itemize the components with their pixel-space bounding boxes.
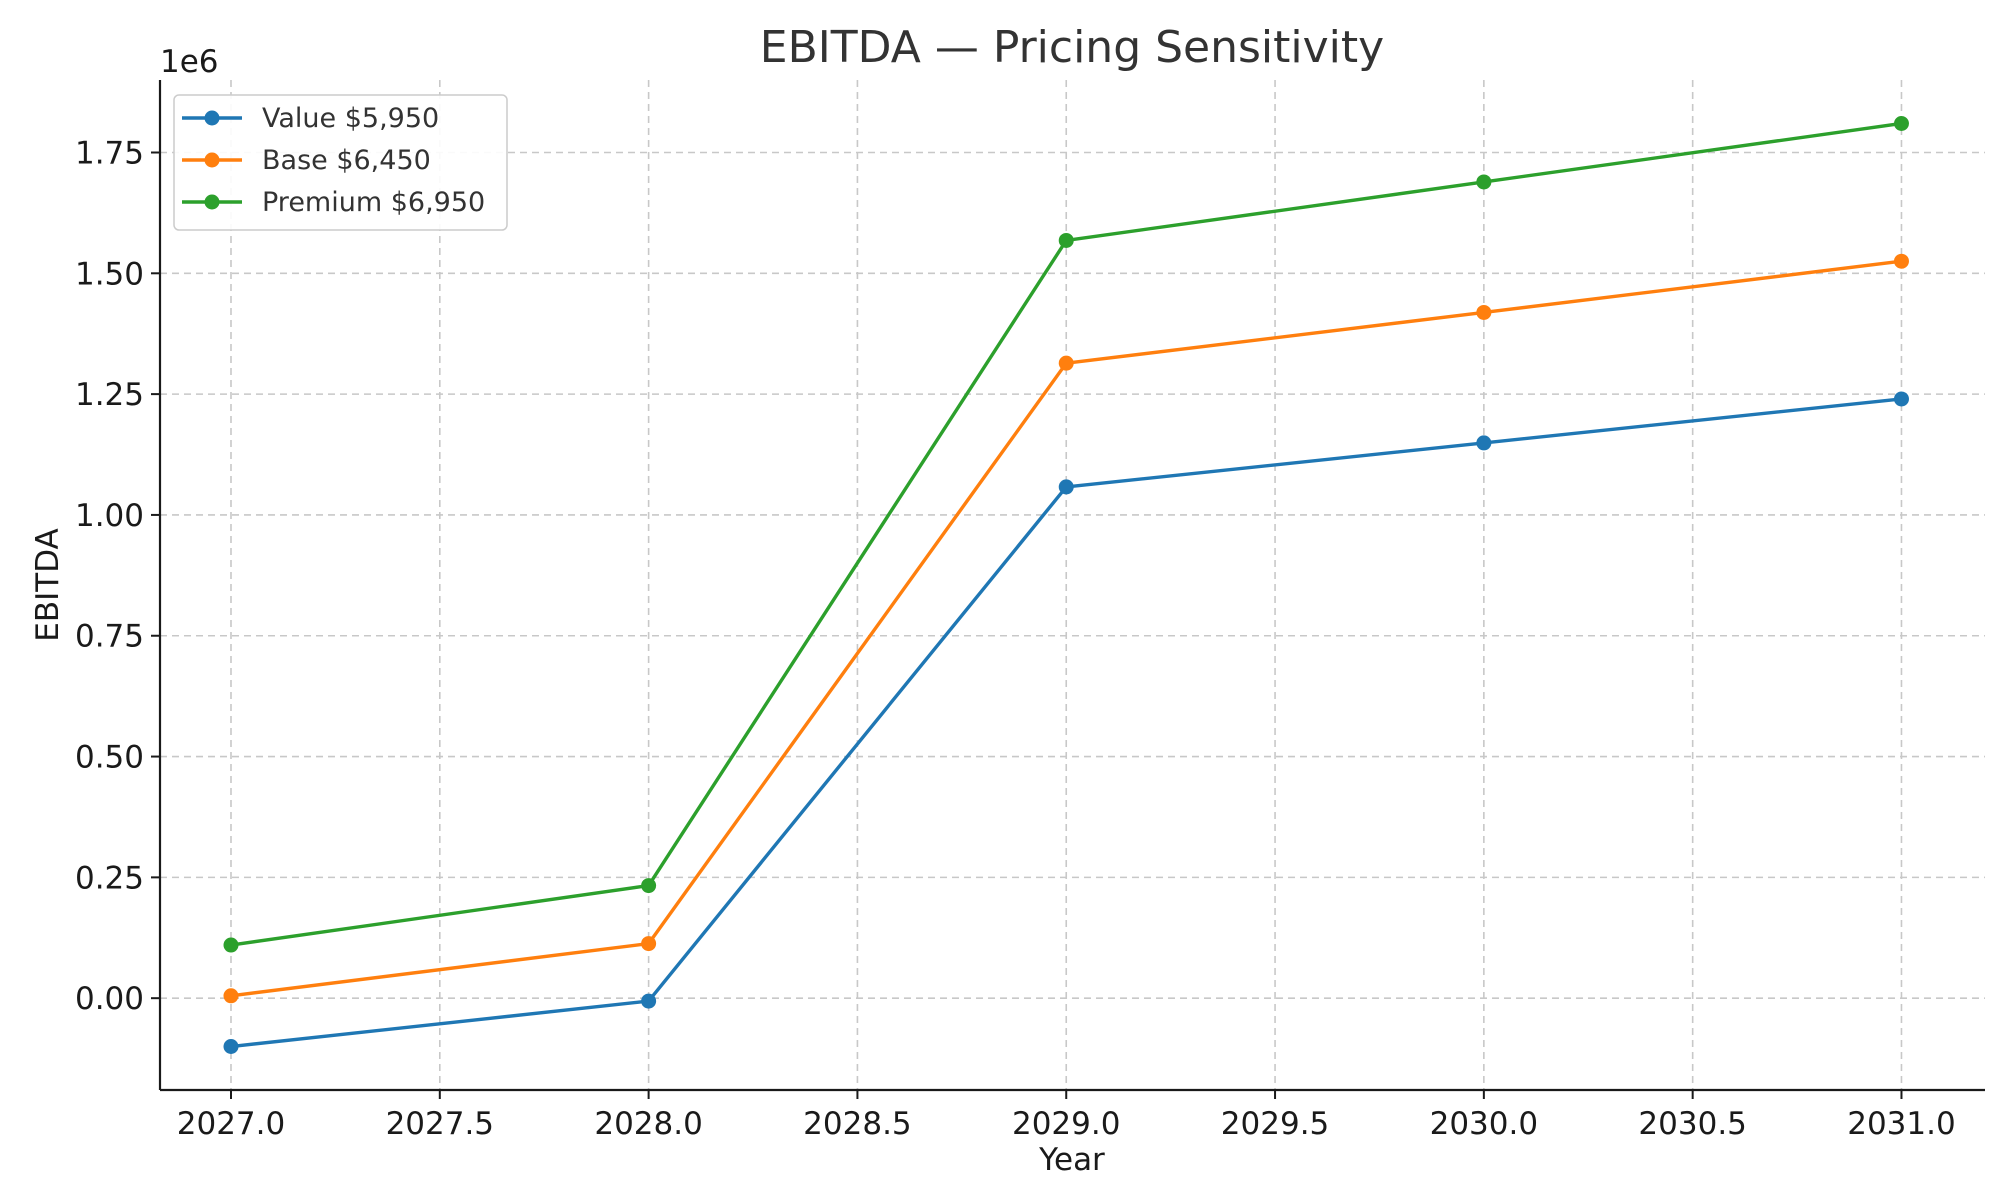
data-point xyxy=(1476,174,1492,190)
y-tick-label: 0.75 xyxy=(75,619,144,655)
y-tick-label: 1.75 xyxy=(75,135,144,171)
x-tick-label: 2028.5 xyxy=(803,1106,911,1142)
legend: Value $5,950 Base $6,450 Premium $6,950 xyxy=(173,94,508,231)
series-3 xyxy=(223,115,1909,953)
tick-labels: 2027.0 2027.5 2028.0 2028.5 2029.0 2029.5 2030… xyxy=(75,135,1956,1142)
x-tick-label: 2029.0 xyxy=(1012,1106,1120,1142)
data-point xyxy=(1058,479,1074,495)
y-tick-label: 1.25 xyxy=(75,377,144,413)
x-tick-label: 2031.0 xyxy=(1847,1106,1955,1142)
x-tick-label: 2028.0 xyxy=(594,1106,702,1142)
data-point xyxy=(223,937,239,953)
series-layer xyxy=(223,115,1909,1055)
x-tick-label: 2030.5 xyxy=(1638,1106,1746,1142)
data-point xyxy=(1893,115,1909,131)
data-point xyxy=(1893,253,1909,269)
series-2 xyxy=(223,253,1909,1004)
legend-entry: Premium $6,950 xyxy=(182,187,485,218)
data-point xyxy=(641,878,657,894)
legend-swatch-marker xyxy=(204,110,220,126)
legend-label: Base $6,450 xyxy=(262,145,431,176)
chart-title: EBITDA — Pricing Sensitivity xyxy=(760,22,1384,73)
data-point xyxy=(1058,232,1074,248)
x-tick-label: 2030.0 xyxy=(1430,1106,1538,1142)
x-tick-label: 2027.0 xyxy=(177,1106,285,1142)
data-point xyxy=(223,988,239,1004)
x-axis-label: Year xyxy=(1038,1142,1105,1178)
legend-label: Premium $6,950 xyxy=(262,187,485,218)
data-point xyxy=(223,1039,239,1055)
y-axis-offset-label: 1e6 xyxy=(160,44,219,80)
legend-entry: Value $5,950 xyxy=(182,103,439,134)
y-axis-label: EBITDA xyxy=(30,528,66,641)
data-point xyxy=(1476,435,1492,451)
y-tick-label: 0.25 xyxy=(75,860,144,896)
data-point xyxy=(641,936,657,952)
x-tick-label: 2029.5 xyxy=(1221,1106,1329,1142)
legend-entry: Base $6,450 xyxy=(182,145,431,176)
axes xyxy=(158,80,1985,1092)
y-tick-label: 1.00 xyxy=(75,498,144,534)
data-point xyxy=(1476,304,1492,320)
data-point xyxy=(641,993,657,1009)
data-point xyxy=(1893,391,1909,407)
grid-lines xyxy=(160,80,1985,1090)
legend-swatch-marker xyxy=(204,194,220,210)
legend-label: Value $5,950 xyxy=(262,103,439,134)
legend-frame xyxy=(173,94,508,231)
series-1 xyxy=(223,391,1909,1055)
y-tick-label: 1.50 xyxy=(75,256,144,292)
y-tick-label: 0.50 xyxy=(75,740,144,776)
legend-swatch-marker xyxy=(204,152,220,168)
y-tick-label: 0.00 xyxy=(75,981,144,1017)
x-tick-label: 2027.5 xyxy=(386,1106,494,1142)
data-point xyxy=(1058,355,1074,371)
